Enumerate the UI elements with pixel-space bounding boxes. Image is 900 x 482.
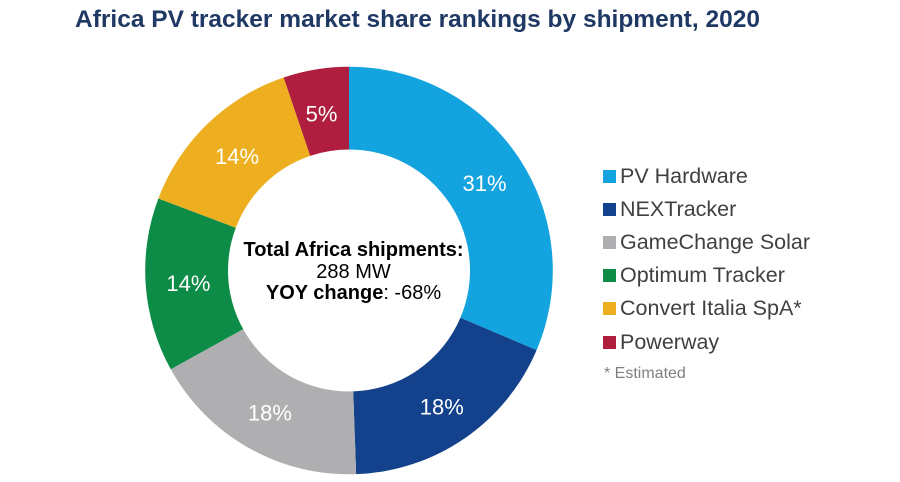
- svg-text:14%: 14%: [166, 271, 210, 296]
- svg-text:18%: 18%: [248, 401, 292, 426]
- svg-text:14%: 14%: [215, 144, 259, 169]
- svg-text:18%: 18%: [420, 394, 464, 419]
- svg-text:31%: 31%: [462, 171, 506, 196]
- svg-text:5%: 5%: [306, 101, 338, 126]
